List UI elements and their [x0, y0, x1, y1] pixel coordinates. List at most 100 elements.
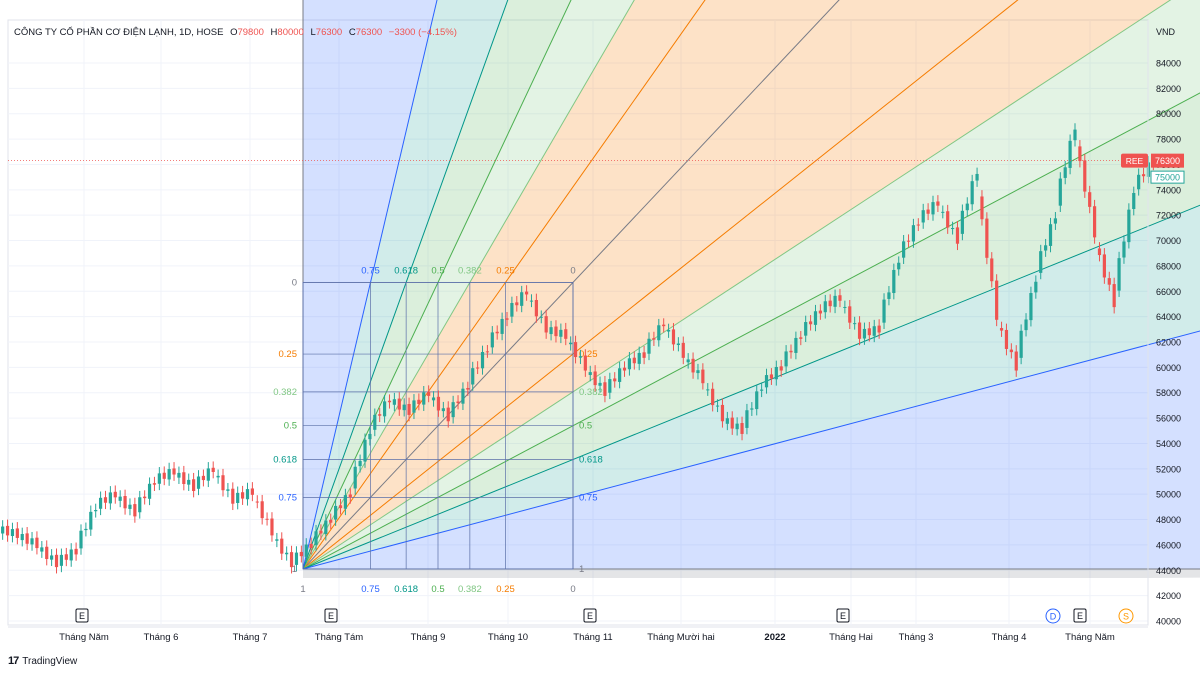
candle-body: [45, 546, 49, 560]
candle-body: [1009, 349, 1013, 353]
candle-body: [221, 475, 225, 491]
candle-body: [412, 400, 416, 413]
candle-body: [926, 209, 930, 214]
time-tick-label: Tháng 4: [992, 632, 1027, 643]
secondary-badge-bg: [1150, 170, 1185, 184]
candle-body: [314, 531, 318, 545]
price-tick-label: 58000: [1156, 388, 1181, 398]
candle-body: [1024, 319, 1028, 331]
candle-body: [138, 497, 142, 513]
candle-body: [1, 526, 5, 534]
candle-body: [309, 543, 313, 549]
candle-body: [862, 328, 867, 339]
candle-body: [975, 173, 979, 181]
price-tick-label: 48000: [1156, 515, 1181, 525]
price-tick-label: 66000: [1156, 287, 1181, 297]
candle-body: [382, 401, 387, 417]
candle-body: [647, 338, 651, 354]
tradingview-logo-icon: 17: [8, 655, 19, 667]
fan-level-label: 0.382: [458, 584, 482, 595]
candle-body: [30, 538, 34, 545]
candle-body: [490, 332, 494, 348]
fan-level-label: 0.618: [579, 455, 603, 466]
tradingview-brand[interactable]: 17 TradingView: [8, 655, 77, 667]
candle-body: [1048, 224, 1053, 246]
candle-body: [936, 201, 940, 206]
candle-body: [157, 473, 161, 484]
fan-level-label: 0.25: [496, 584, 515, 595]
high-value: 80000: [277, 27, 304, 38]
candle-body: [231, 488, 235, 504]
candle-body: [255, 501, 259, 503]
candle-body: [500, 318, 504, 334]
fan-ray: [302, 330, 1200, 570]
earnings-event-icon: [75, 608, 89, 623]
price-tick-label: 74000: [1156, 185, 1181, 195]
candle-body: [147, 483, 152, 499]
candle-body: [696, 370, 700, 374]
open-value: 79800: [237, 27, 264, 38]
candle-body: [64, 554, 68, 560]
candle-body: [172, 468, 176, 475]
candle-body: [1019, 330, 1023, 358]
candle-body: [275, 539, 279, 541]
candle-body: [1034, 281, 1038, 293]
low-label: L: [310, 27, 316, 38]
candle-body: [299, 551, 303, 557]
fan-ray: [302, 0, 509, 570]
candle-body: [1127, 209, 1131, 243]
candle-body: [133, 504, 137, 517]
fan-ray: [302, 92, 1200, 570]
fan-level-label: 0.618: [394, 584, 418, 595]
candle-body: [573, 342, 578, 358]
candle-body: [1039, 251, 1043, 273]
candle-body: [853, 323, 857, 325]
fan-level-label: 0.5: [579, 421, 592, 432]
candle-body: [324, 520, 328, 535]
high-label: H: [270, 27, 278, 38]
candle-body: [799, 337, 803, 339]
candle-body: [882, 299, 886, 323]
fan-level-label: 1: [300, 584, 305, 595]
candle-body: [588, 372, 592, 375]
candle-body: [642, 352, 646, 358]
price-tick-label: 82000: [1156, 84, 1181, 94]
candle-body: [911, 225, 916, 242]
candle-body: [906, 240, 911, 242]
candle-body: [5, 525, 10, 536]
price-tick-label: 42000: [1156, 591, 1181, 601]
candle-body: [529, 300, 534, 302]
candle-body: [236, 492, 240, 503]
fan-level-label: 0.5: [431, 265, 444, 276]
fan-ray: [302, 0, 572, 570]
candle-body: [407, 403, 411, 415]
last-price-badge-bg: [1151, 153, 1184, 168]
candle-body: [784, 351, 788, 367]
candle-body: [118, 496, 122, 501]
candle-body: [431, 397, 436, 401]
candle-body: [1141, 174, 1146, 177]
candle-body: [1137, 174, 1141, 190]
candle-body: [397, 398, 401, 410]
candle-body: [564, 329, 568, 339]
candle-body: [436, 396, 441, 411]
candle-body: [451, 402, 455, 418]
candle-body: [965, 203, 969, 211]
candle-body: [921, 210, 925, 223]
low-value: 76300: [315, 27, 343, 38]
price-tick-label: 46000: [1156, 540, 1181, 550]
candle-body: [789, 350, 793, 353]
candle-body: [877, 325, 881, 333]
candle-body: [245, 489, 250, 500]
candle-body: [715, 405, 720, 407]
candle-body: [627, 358, 632, 370]
candle-body: [843, 306, 847, 308]
candle-body: [750, 408, 754, 410]
candle-body: [1122, 241, 1126, 258]
candle-body: [662, 324, 666, 327]
candle-body: [285, 552, 289, 555]
time-tick-label: Tháng Năm: [1065, 632, 1115, 643]
split-event-icon: [1118, 608, 1134, 624]
candle-body: [970, 181, 974, 205]
